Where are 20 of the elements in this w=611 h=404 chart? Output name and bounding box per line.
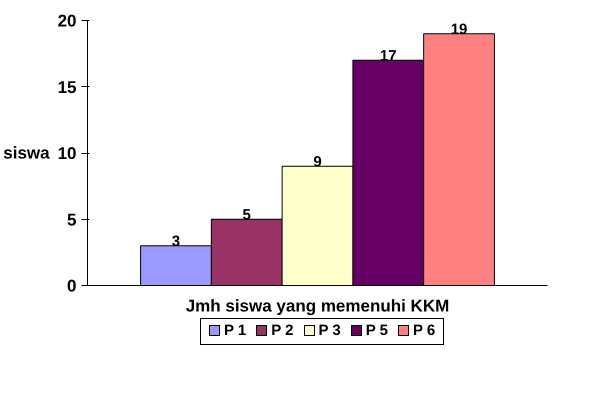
legend-item: P 6 — [398, 320, 436, 342]
y-tick-label: 10 — [58, 144, 77, 163]
legend-label: P 1 — [224, 321, 246, 341]
data-label: 5 — [242, 206, 251, 224]
y-tick-label: 20 — [58, 12, 77, 30]
data-label: 9 — [313, 153, 322, 170]
legend-item: P 3 — [304, 320, 341, 342]
legend-item: P 5 — [350, 320, 388, 342]
legend-label: P 3 — [318, 321, 341, 341]
y-axis-title: siswa — [3, 144, 50, 162]
y-tick-label: 5 — [67, 210, 77, 230]
legend-item: P 2 — [256, 320, 294, 342]
legend-label: P 6 — [413, 321, 436, 341]
data-label: 3 — [172, 232, 180, 250]
legend-item: P 1 — [209, 320, 246, 342]
y-tick-label: 0 — [67, 276, 77, 296]
legend-label: P 5 — [366, 321, 388, 341]
x-axis-title: Jmh siswa yang memenuhi KKM — [186, 296, 450, 316]
y-tick-label: 15 — [58, 78, 77, 97]
legend-label: P 2 — [271, 321, 294, 341]
